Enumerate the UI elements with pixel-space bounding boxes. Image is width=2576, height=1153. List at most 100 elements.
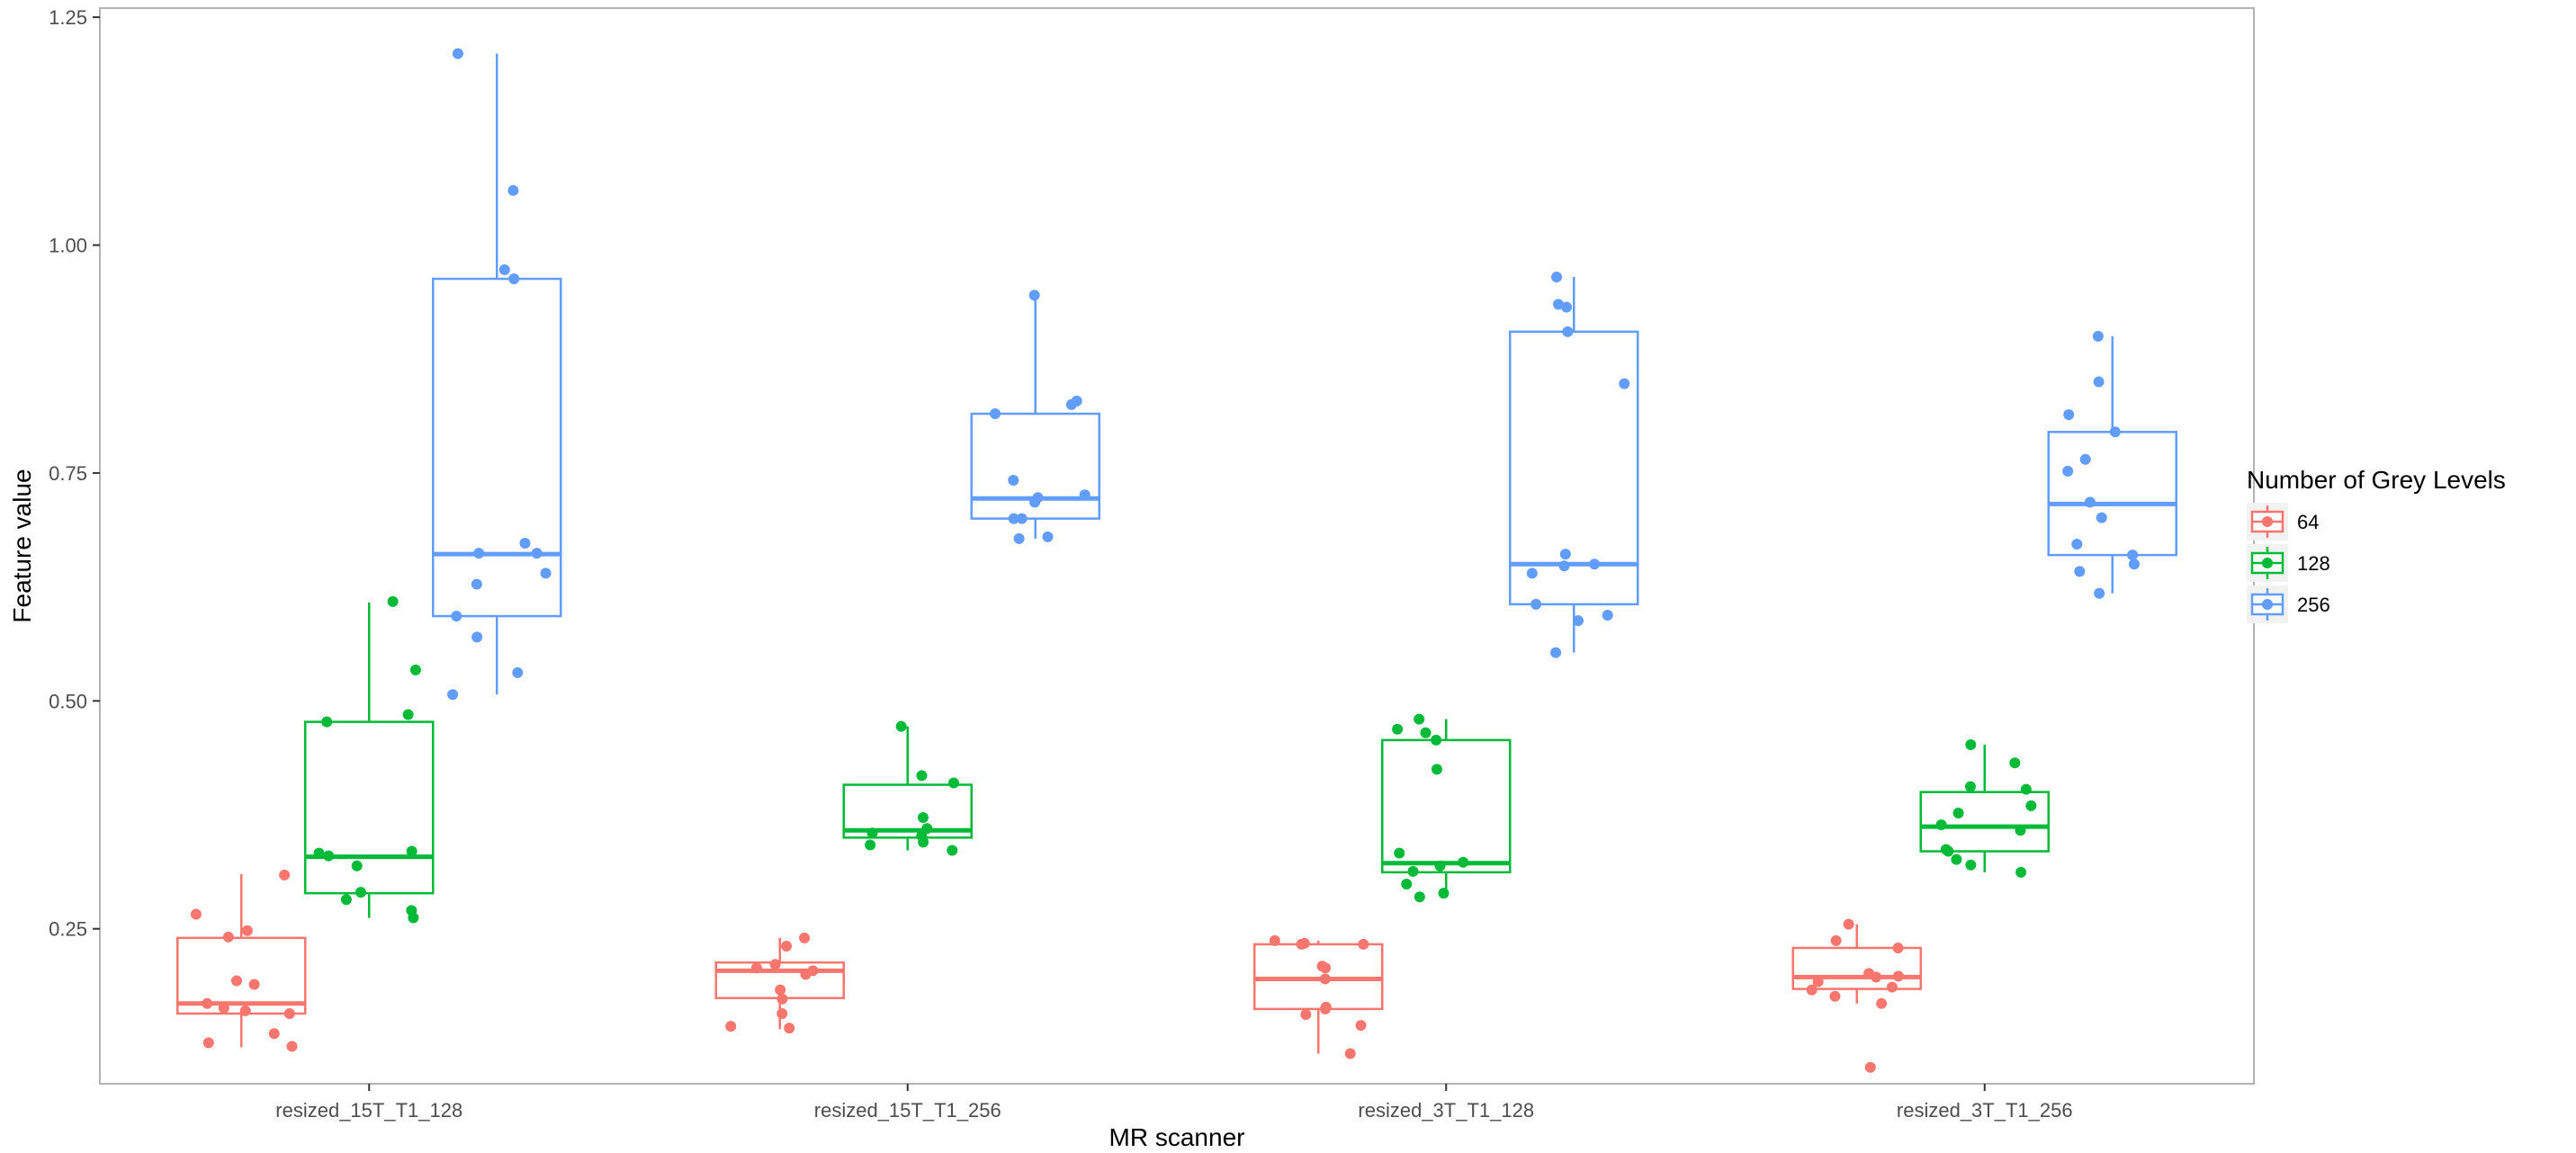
data-point	[1886, 981, 1898, 993]
data-point	[1589, 559, 1601, 570]
data-point	[451, 611, 462, 622]
data-point	[2094, 587, 2105, 599]
data-point	[1320, 962, 1332, 974]
data-point	[1602, 610, 1613, 621]
data-point	[540, 568, 552, 579]
box-256-1	[970, 295, 1100, 539]
data-point	[725, 1021, 737, 1032]
data-point	[408, 912, 419, 924]
data-point	[1562, 326, 1574, 337]
data-point	[1300, 1008, 1312, 1020]
data-point	[750, 962, 762, 974]
data-point	[239, 1005, 251, 1016]
y-axis: 0.25 0.50 0.75 1.00 1.25	[49, 6, 100, 941]
data-point	[452, 48, 463, 59]
data-point	[508, 273, 520, 285]
data-point	[1008, 513, 1019, 524]
data-point	[1319, 973, 1331, 985]
box-body	[1253, 943, 1384, 1011]
data-point	[1558, 560, 1570, 572]
legend-item-256: 256	[2247, 585, 2330, 623]
box-body	[304, 720, 435, 895]
data-point	[1561, 301, 1573, 313]
data-point	[784, 1023, 795, 1034]
data-point	[2015, 866, 2027, 878]
data-point	[781, 940, 793, 952]
data-point	[1550, 647, 1562, 658]
data-point	[917, 812, 929, 824]
data-point	[990, 408, 1001, 420]
data-point	[800, 969, 812, 980]
data-point	[1572, 615, 1584, 627]
data-point	[2074, 566, 2086, 577]
data-point	[1830, 934, 1842, 946]
data-point	[2109, 426, 2121, 438]
data-point	[1458, 856, 1469, 868]
legend-label: 128	[2297, 552, 2330, 575]
y-tick-label: 0.50	[49, 690, 87, 712]
data-point	[1296, 938, 1307, 950]
legend-key-point	[2262, 516, 2273, 527]
data-point	[241, 925, 253, 936]
data-point	[2096, 512, 2107, 523]
data-point	[355, 887, 366, 898]
data-point	[1876, 997, 1888, 1009]
data-point	[1355, 1020, 1367, 1032]
data-point	[1028, 290, 1040, 301]
data-point	[2063, 409, 2075, 421]
data-point	[1414, 891, 1425, 903]
data-point	[1407, 865, 1419, 877]
legend-item-128: 128	[2247, 544, 2330, 582]
legend: Number of Grey Levels 64 128 256	[2247, 466, 2506, 623]
data-point	[1965, 738, 1977, 750]
data-point	[1016, 513, 1028, 524]
data-point	[218, 1002, 229, 1014]
data-point	[498, 264, 510, 275]
box-256-2	[1509, 277, 1639, 653]
data-point	[2071, 538, 2083, 550]
data-point	[1864, 1061, 1876, 1073]
box-body	[2047, 431, 2177, 557]
data-point	[512, 666, 524, 678]
data-point	[323, 850, 335, 862]
data-point	[387, 595, 399, 607]
box-256-0	[432, 53, 562, 695]
data-point	[1269, 934, 1280, 946]
y-tick-label: 0.75	[49, 462, 87, 485]
x-tick-label: resized_3T_T1_256	[1897, 1099, 2073, 1122]
data-point	[1344, 1048, 1356, 1059]
data-point	[2062, 465, 2074, 477]
data-point	[230, 975, 242, 987]
data-point	[1965, 859, 1977, 871]
box-body	[432, 277, 562, 618]
data-point	[1013, 532, 1025, 544]
legend-key-point	[2262, 599, 2273, 610]
data-point	[2015, 825, 2026, 836]
data-point	[351, 860, 363, 871]
data-point	[2009, 757, 2021, 769]
data-point	[1551, 272, 1563, 282]
data-point	[471, 631, 483, 643]
data-point	[2093, 376, 2105, 388]
data-point	[519, 537, 531, 549]
data-point	[947, 777, 959, 789]
y-axis-title: Feature value	[8, 469, 36, 622]
data-point	[1008, 475, 1019, 487]
x-tick-label: resized_15T_T1_256	[814, 1099, 1001, 1122]
data-point	[1829, 990, 1841, 1002]
y-tick-label: 1.00	[49, 235, 87, 257]
data-point	[248, 979, 260, 990]
data-point	[947, 845, 958, 856]
data-point	[2020, 783, 2032, 795]
data-point	[1526, 568, 1538, 579]
box-64-0	[176, 873, 307, 1048]
data-point	[916, 770, 928, 782]
x-tick-label: resized_15T_T1_128	[275, 1099, 462, 1122]
box-body	[176, 936, 307, 1015]
data-point	[1401, 879, 1413, 890]
data-point	[190, 908, 202, 920]
data-point	[799, 932, 811, 943]
data-point	[1892, 942, 1904, 953]
data-point	[1530, 598, 1542, 610]
